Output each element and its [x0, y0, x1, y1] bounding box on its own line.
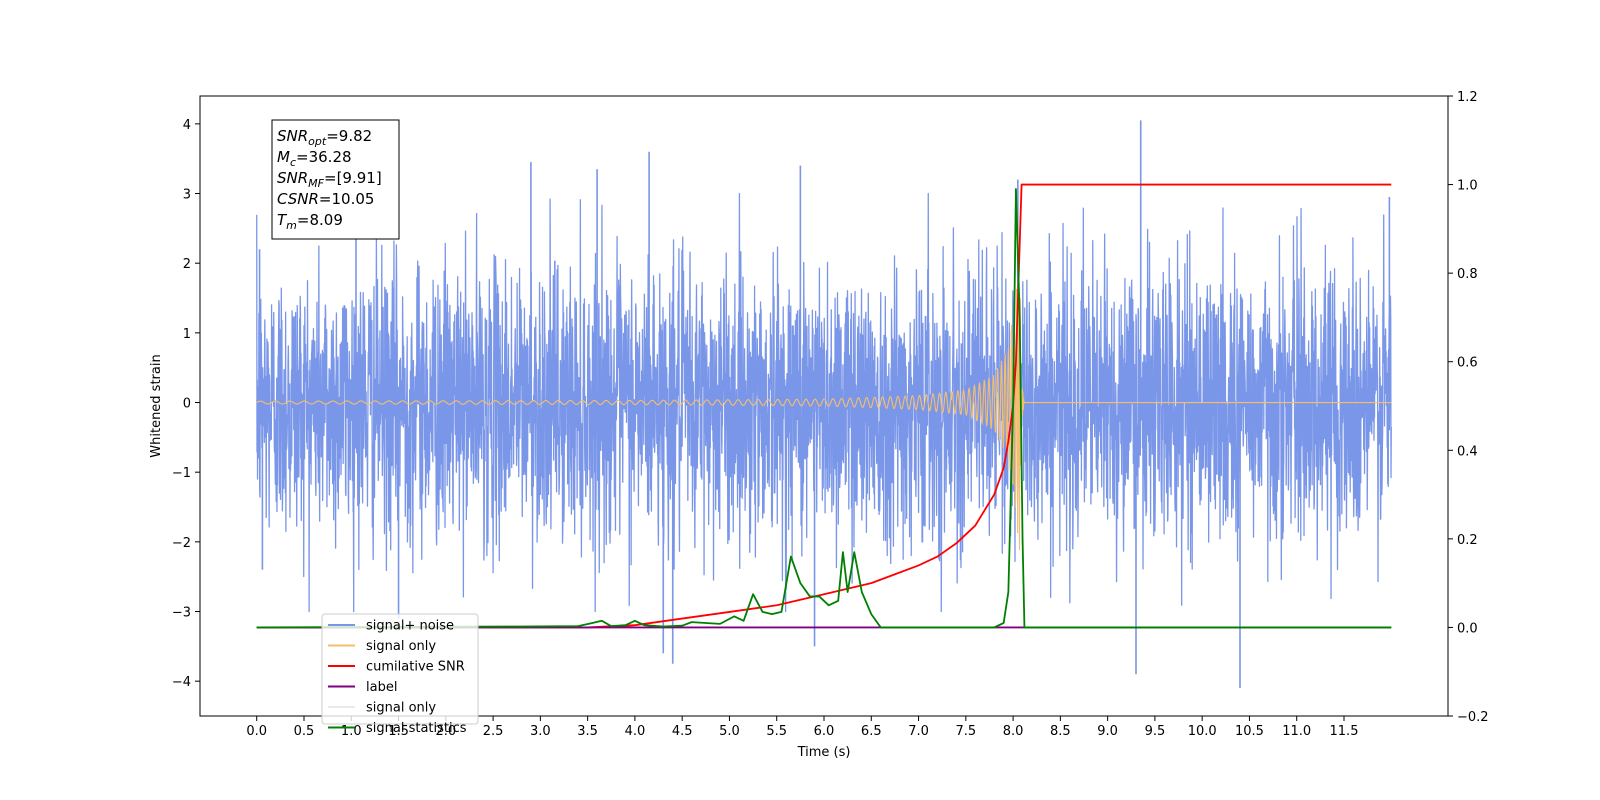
legend-entry: cumilative SNR	[366, 660, 465, 675]
series-line-cumilative-snr	[256, 183, 1392, 629]
axes: 0.0 0.5 1.0 1.5 2.0 2.5 3.0 3.5 4.0 4.5 5.0 5.5 6.0 6…	[172, 90, 1489, 739]
y2-tick-label: −0.2	[1457, 710, 1489, 725]
x-tick-label: 11.0	[1282, 724, 1311, 739]
annotation-line: SNRopt=9.82	[277, 127, 372, 148]
y2-tick-label: 0.2	[1457, 533, 1478, 548]
x-tick-label: 3.0	[530, 724, 551, 739]
y-tick-label: 1	[183, 327, 191, 342]
x-tick-label: 9.5	[1145, 724, 1166, 739]
annotation-line: Tm=8.09	[277, 211, 343, 232]
x-tick-label: 7.5	[955, 724, 976, 739]
series-line-signal-statistics	[256, 188, 1392, 629]
x-tick-label: 6.0	[814, 724, 835, 739]
annotation-box: SNRopt=9.82Mc=36.28SNRMF=[9.91]CSNR=10.0…	[271, 119, 400, 240]
x-tick-label: 11.5	[1330, 724, 1359, 739]
y2-tick-label: 1.2	[1457, 90, 1478, 105]
legend-frame	[321, 613, 479, 725]
legend-entry: signal+ noise	[366, 619, 454, 634]
x-tick-label: 4.5	[672, 724, 693, 739]
y-tick-label: −3	[172, 606, 191, 621]
x-tick-label: 6.5	[861, 724, 882, 739]
legend: signal+ noise signal only cumilative SNR la…	[321, 613, 479, 736]
y-tick-label: −2	[172, 536, 191, 551]
series-line-signal-only	[256, 276, 1392, 551]
x-tick-label: 5.5	[766, 724, 787, 739]
x-tick-label: 0.0	[246, 724, 267, 739]
y2-tick-label: 1.0	[1457, 179, 1478, 194]
y2-tick-label: 0.0	[1457, 621, 1478, 636]
x-axis-label: Time (s)	[797, 745, 851, 760]
series-line-signal-noise	[256, 192, 1392, 613]
y-tick-label: −1	[172, 466, 191, 481]
annotation-line: SNRMF=[9.91]	[277, 169, 382, 190]
y-tick-label: −4	[172, 675, 191, 690]
x-tick-label: 5.0	[719, 724, 740, 739]
x-tick-label: 10.0	[1188, 724, 1217, 739]
annotation-frame	[271, 119, 400, 240]
x-tick-label: 8.5	[1050, 724, 1071, 739]
x-tick-label: 2.0	[435, 724, 456, 739]
annotation-line: CSNR=10.05	[277, 190, 374, 208]
y2-tick-label: 0.8	[1457, 267, 1478, 282]
plot-area	[256, 120, 1392, 689]
annotation-line: Mc=36.28	[277, 148, 352, 169]
legend-entry: signal only	[366, 701, 436, 716]
x-tick-label: 2.5	[483, 724, 504, 739]
x-tick-label: 4.0	[625, 724, 646, 739]
x-tick-label: 1.5	[388, 724, 409, 739]
x-tick-label: 7.0	[908, 724, 929, 739]
y2-tick-label: 0.6	[1457, 356, 1478, 371]
x-tick-label: 3.5	[577, 724, 598, 739]
y-tick-label: 4	[183, 118, 191, 133]
x-tick-label: 0.5	[294, 724, 315, 739]
x-tick-label: 8.0	[1003, 724, 1024, 739]
y-tick-label: 0	[183, 397, 191, 412]
x-tick-label: 9.0	[1097, 724, 1118, 739]
y-tick-label: 3	[183, 188, 191, 203]
y2-tick-label: 0.4	[1457, 444, 1478, 459]
x-tick-label: 10.5	[1235, 724, 1264, 739]
legend-entry: signal only	[366, 639, 436, 654]
legend-entry: signal statistics	[366, 721, 467, 736]
y-tick-label: 2	[183, 257, 191, 272]
x-tick-label: 1.0	[341, 724, 362, 739]
y-axis-label: Whitened strain	[149, 354, 164, 457]
legend-entry: label	[366, 680, 397, 695]
